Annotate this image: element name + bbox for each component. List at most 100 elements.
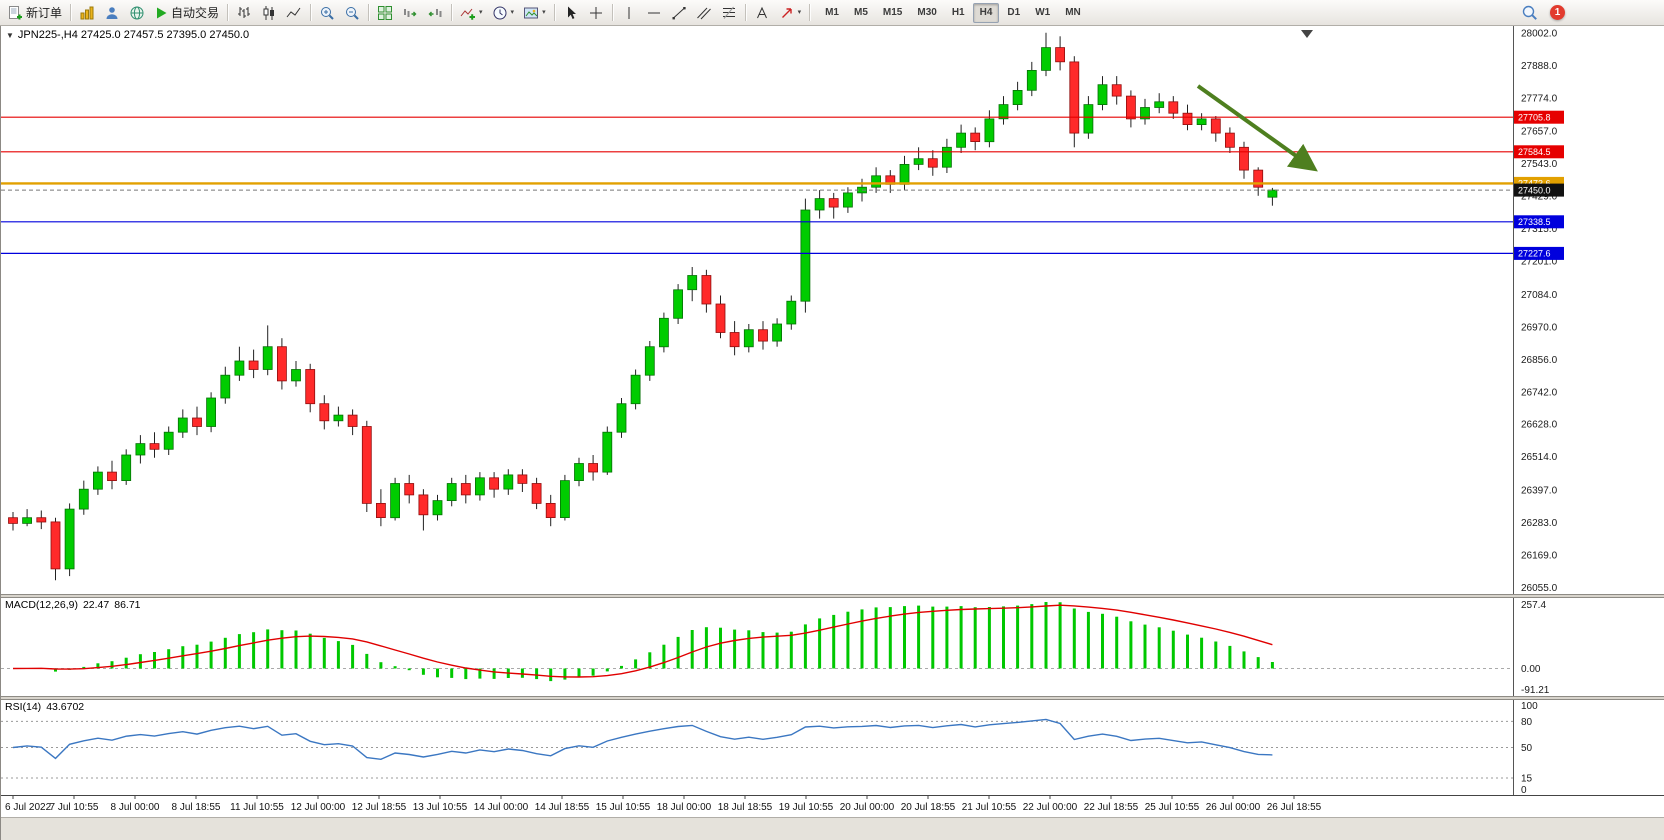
bottom-strip [1, 817, 1664, 840]
symbol-ohlc-text: JPN225-,H4 27425.0 27457.5 27395.0 27450… [17, 29, 250, 41]
toolbar-separator [744, 4, 746, 21]
clock-icon [493, 6, 507, 19]
notification-badge[interactable]: 1 [1550, 5, 1565, 20]
zoom-out-icon [346, 6, 359, 20]
horizontal-line-tool-button[interactable] [642, 2, 666, 24]
timeframe-D1[interactable]: D1 [1000, 3, 1027, 23]
svg-text:27315.0: 27315.0 [1521, 224, 1558, 235]
line-chart-mode-button[interactable] [282, 2, 306, 24]
dropdown-arrow-icon: ▾ [542, 9, 546, 16]
svg-text:27888.0: 27888.0 [1521, 61, 1558, 72]
svg-text:25 Jul 10:55: 25 Jul 10:55 [1145, 802, 1200, 813]
main-toolbar: 新订单 自动交易 ▾ ▾ ▾ ▾ M1 M5 M15 M30 H1 H4 D1 W1 MN 1 [0, 0, 1664, 26]
auto-trading-label: 自动交易 [171, 6, 220, 20]
new-order-icon [9, 5, 22, 19]
svg-text:27543.0: 27543.0 [1521, 159, 1558, 170]
toolbar-right-group: 1 [1517, 2, 1565, 24]
svg-text:22 Jul 18:55: 22 Jul 18:55 [1084, 802, 1139, 813]
rsi-pane: 100 80 50 15 0 RSI(14) 43.6702 [1, 700, 1664, 795]
auto-scroll-button[interactable] [398, 2, 422, 24]
auto-scroll-icon [404, 8, 417, 17]
search-button[interactable] [1517, 2, 1542, 24]
tile-windows-icon [378, 5, 393, 20]
fibonacci-tool-button[interactable] [717, 2, 741, 24]
rsi-chart-canvas[interactable]: 100 80 50 150 [1, 700, 1664, 795]
timeframe-M15[interactable]: M15 [876, 3, 909, 23]
svg-text:26514.0: 26514.0 [1521, 452, 1558, 463]
macd-chart-canvas[interactable]: 257.4 0.00 -91.21 [1, 598, 1664, 696]
svg-text:26397.0: 26397.0 [1521, 486, 1558, 497]
indicators-button[interactable]: ▾ [456, 2, 487, 24]
arrows-tool-button[interactable]: ▾ [775, 2, 806, 24]
timeframe-H4[interactable]: H4 [972, 2, 1000, 23]
price-chart-canvas[interactable]: 28002.0 27888.0 27774.0 27657.0 27543.0 27429… [1, 26, 1664, 594]
charts-icon [80, 6, 94, 19]
rsi-value: 43.6702 [46, 701, 85, 713]
svg-text:6 Jul 2022: 6 Jul 2022 [5, 802, 52, 813]
macd-signal-value: 86.71 [114, 599, 141, 611]
zoom-in-icon [321, 6, 334, 20]
channel-tool-button[interactable] [692, 2, 716, 24]
svg-text:12 Jul 18:55: 12 Jul 18:55 [352, 802, 407, 813]
svg-text:26 Jul 18:55: 26 Jul 18:55 [1267, 802, 1322, 813]
templates-button[interactable]: ▾ [519, 2, 550, 24]
timeframe-group: M1 M5 M15 M30 H1 H4 D1 W1 MN [818, 2, 1088, 23]
charts-button[interactable] [75, 2, 99, 24]
svg-text:14 Jul 00:00: 14 Jul 00:00 [474, 802, 529, 813]
indicators-icon [460, 8, 476, 20]
one-click-collapse-icon[interactable]: ▼ [6, 30, 14, 40]
svg-text:15: 15 [1521, 774, 1533, 785]
zoom-out-button[interactable] [340, 2, 364, 24]
svg-text:27657.0: 27657.0 [1521, 127, 1558, 138]
svg-text:27705.8: 27705.8 [1518, 112, 1551, 122]
candlestick-mode-button[interactable] [257, 2, 281, 24]
candlestick-icon [263, 5, 275, 20]
svg-text:257.4: 257.4 [1521, 600, 1546, 611]
svg-text:7 Jul 10:55: 7 Jul 10:55 [50, 802, 99, 813]
bar-chart-icon [238, 6, 251, 18]
tile-windows-button[interactable] [373, 2, 397, 24]
vertical-line-tool-button[interactable] [617, 2, 641, 24]
text-tool-button[interactable] [750, 2, 774, 24]
trendline-tool-button[interactable] [667, 2, 691, 24]
new-order-label: 新订单 [26, 6, 63, 20]
arrow-object-icon [781, 7, 792, 18]
timeframe-M5[interactable]: M5 [847, 3, 875, 23]
chart-shift-button[interactable] [423, 2, 447, 24]
periods-button[interactable]: ▾ [488, 2, 519, 24]
toolbar-separator [70, 4, 72, 21]
community-button[interactable] [100, 2, 124, 24]
timeframe-MN[interactable]: MN [1058, 3, 1088, 23]
svg-text:28002.0: 28002.0 [1521, 28, 1558, 39]
timeframe-M30[interactable]: M30 [910, 3, 943, 23]
svg-text:-91.21: -91.21 [1521, 685, 1550, 696]
svg-text:14 Jul 18:55: 14 Jul 18:55 [535, 802, 590, 813]
svg-text:18 Jul 00:00: 18 Jul 00:00 [657, 802, 712, 813]
macd-main-value: 22.47 [82, 599, 110, 611]
auto-trading-button[interactable]: 自动交易 [150, 2, 223, 24]
bar-chart-mode-button[interactable] [232, 2, 256, 24]
timeframe-W1[interactable]: W1 [1028, 3, 1057, 23]
svg-text:100: 100 [1521, 701, 1538, 712]
svg-text:8 Jul 00:00: 8 Jul 00:00 [111, 802, 160, 813]
timeframe-M1[interactable]: M1 [818, 3, 846, 23]
timeframe-H1[interactable]: H1 [945, 3, 972, 23]
macd-label: MACD(12,26,9) 22.47 86.71 [5, 599, 141, 611]
pane-splitter[interactable] [1, 696, 1664, 700]
horizontal-line-icon [647, 12, 660, 13]
svg-text:19 Jul 10:55: 19 Jul 10:55 [779, 802, 834, 813]
dropdown-arrow-icon: ▾ [510, 9, 515, 16]
pane-splitter[interactable] [1, 594, 1664, 598]
new-order-button[interactable]: 新订单 [3, 2, 66, 24]
globe-icon [130, 6, 144, 19]
market-button[interactable] [125, 2, 149, 24]
rsi-name: RSI(14) [5, 701, 42, 713]
time-axis[interactable]: 6 Jul 2022 7 Jul 10:55 8 Jul 00:00 8 Jul 18… [1, 795, 1664, 817]
svg-text:0: 0 [1521, 785, 1527, 795]
svg-text:27774.0: 27774.0 [1521, 93, 1558, 104]
svg-text:26742.0: 26742.0 [1521, 387, 1558, 398]
zoom-in-button[interactable] [315, 2, 339, 24]
cursor-tool-button[interactable] [559, 2, 583, 24]
chart-shift-icon [428, 8, 442, 17]
crosshair-tool-button[interactable] [584, 2, 608, 24]
